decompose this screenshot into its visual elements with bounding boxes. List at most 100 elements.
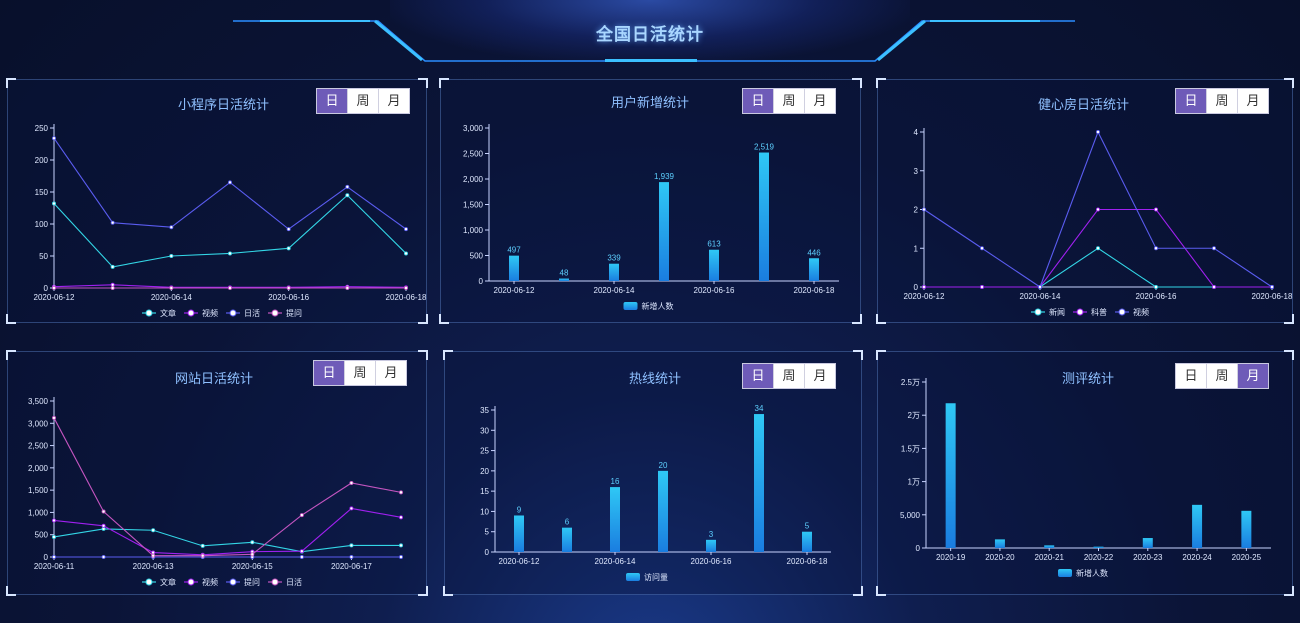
toggle-month[interactable]: 月 — [387, 93, 401, 108]
data-point — [403, 227, 408, 232]
chart-miniprogram: 0 50 100 150 200 250 2020-06-12 2020-06-14 2020-… — [34, 124, 427, 318]
y-tick-label: 2万 — [908, 411, 920, 420]
toggle-month[interactable]: 月 — [1238, 364, 1268, 388]
panel-new-users: 0 500 1,000 1,500 2,000 2,500 3,000 2020-06-12 2… — [439, 78, 862, 324]
toggle-week[interactable]: 周 — [348, 89, 379, 113]
legend-label: 日活 — [244, 308, 260, 318]
x-tick-label: 2020-06-18 — [1252, 292, 1293, 301]
legend-marker — [187, 578, 195, 586]
toggle-week[interactable]: 周 — [1207, 364, 1238, 388]
corner-decoration — [418, 314, 428, 324]
panel-assessment: 0 5,000 1万 1.5万 2万 2.5万 2020-19 2020-20 2020-21 2… — [876, 350, 1294, 596]
x-tick-label: 2020-06-14 — [595, 557, 636, 566]
data-point — [345, 184, 350, 189]
data-point — [299, 513, 304, 518]
period-toggle: 日周月 — [742, 363, 836, 389]
x-tick-label: 2020-25 — [1232, 553, 1262, 562]
panel-gym: 0 1 2 3 4 2020-06-12 2020-06-14 2020-06-16 2020-… — [876, 78, 1294, 324]
period-toggle: 日周月 — [1175, 363, 1269, 389]
toggle-day[interactable]: 日 — [317, 89, 348, 113]
x-tick-label: 2020-19 — [936, 553, 966, 562]
y-tick-label: 150 — [35, 188, 49, 197]
y-tick-label: 50 — [39, 252, 48, 261]
bar — [1192, 504, 1203, 548]
data-point — [52, 415, 57, 420]
toggle-month[interactable]: 月 — [813, 368, 827, 383]
series-line — [53, 507, 402, 556]
y-tick-label: 25 — [480, 447, 489, 456]
bar-value-label: 1,939 — [654, 172, 675, 181]
toggle-week[interactable]: 周 — [1207, 89, 1238, 113]
data-point — [1153, 246, 1158, 251]
toggle-month[interactable]: 月 — [813, 93, 827, 108]
data-point — [922, 207, 927, 212]
period-toggle: 日周月 — [316, 88, 410, 114]
data-point — [169, 253, 174, 258]
legend-marker — [229, 578, 237, 586]
toggle-month[interactable]: 月 — [1246, 93, 1260, 108]
data-point — [286, 285, 291, 290]
bar — [1093, 546, 1104, 548]
y-tick-label: 100 — [35, 220, 49, 229]
toggle-day[interactable]: 日 — [1176, 89, 1207, 113]
corner-decoration — [876, 78, 886, 88]
x-tick-label: 2020-06-18 — [794, 286, 835, 295]
panel-website: 0 500 1,000 1,500 2,000 2,500 3,000 3,500 2020-0… — [6, 350, 428, 596]
panel-title: 小程序日活统计 — [178, 97, 270, 112]
bar-value-label: 5 — [805, 522, 810, 531]
data-point — [200, 553, 205, 558]
legend-label: 视频 — [1133, 307, 1149, 317]
data-point — [1153, 207, 1158, 212]
panel-title: 网站日活统计 — [175, 371, 254, 386]
corner-decoration — [853, 350, 863, 360]
data-point — [922, 284, 927, 289]
bar-value-label: 9 — [517, 505, 522, 514]
legend-marker — [229, 309, 237, 317]
toggle-week[interactable]: 周 — [774, 364, 805, 388]
toggle-week[interactable]: 周 — [345, 361, 376, 385]
data-point — [398, 543, 403, 548]
y-tick-label: 2.5万 — [901, 378, 920, 387]
y-tick-label: 2,000 — [463, 175, 484, 184]
bar-value-label: 48 — [560, 269, 569, 278]
data-point — [52, 285, 57, 290]
y-tick-label: 35 — [480, 406, 489, 415]
x-tick-label: 2020-06-18 — [386, 293, 427, 302]
period-toggle: 日周月 — [742, 88, 836, 114]
data-point — [1269, 284, 1274, 289]
data-point — [110, 264, 115, 269]
corner-decoration — [876, 314, 886, 324]
data-point — [101, 523, 106, 528]
data-point — [169, 225, 174, 230]
toggle-month[interactable]: 月 — [384, 365, 398, 380]
data-point — [151, 553, 156, 558]
bar-value-label: 497 — [507, 246, 521, 255]
corner-decoration — [418, 78, 428, 88]
chart-assessment: 0 5,000 1万 1.5万 2万 2.5万 2020-19 2020-20 2020-21 2… — [900, 378, 1271, 578]
y-tick-label: 500 — [470, 252, 484, 261]
bar — [809, 258, 819, 281]
data-point — [1211, 284, 1216, 289]
data-point — [1095, 207, 1100, 212]
bar-value-label: 339 — [607, 254, 621, 263]
data-point — [403, 285, 408, 290]
toggle-week[interactable]: 周 — [774, 89, 805, 113]
y-tick-label: 500 — [35, 531, 49, 540]
toggle-day[interactable]: 日 — [314, 361, 345, 385]
bar — [659, 182, 669, 281]
data-point — [52, 201, 57, 206]
bar — [754, 414, 764, 552]
toggle-day[interactable]: 日 — [743, 364, 774, 388]
toggle-day[interactable]: 日 — [1176, 364, 1207, 388]
data-point — [1153, 284, 1158, 289]
data-point — [398, 515, 403, 520]
y-tick-label: 2,500 — [28, 442, 49, 451]
y-tick-label: 3 — [914, 167, 919, 176]
data-point — [1095, 246, 1100, 251]
bar — [1044, 545, 1055, 548]
y-tick-label: 2,000 — [28, 464, 49, 473]
x-tick-label: 2020-21 — [1035, 553, 1065, 562]
toggle-day[interactable]: 日 — [743, 89, 774, 113]
legend-marker — [271, 578, 279, 586]
x-tick-label: 2020-06-12 — [34, 293, 75, 302]
